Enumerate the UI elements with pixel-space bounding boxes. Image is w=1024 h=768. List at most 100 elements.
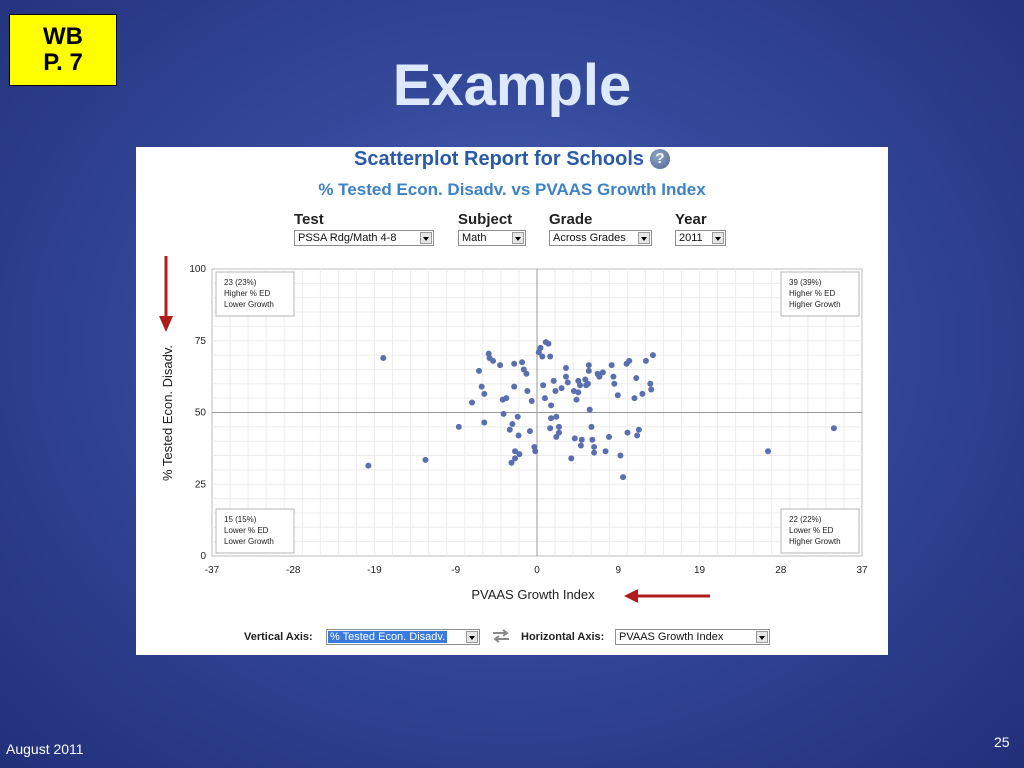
data-point <box>577 382 584 389</box>
data-point <box>547 425 554 432</box>
x-tick-label: 37 <box>856 565 868 576</box>
data-point <box>509 420 516 427</box>
y-axis-label: % Tested Econ. Disadv. <box>160 345 175 481</box>
data-point <box>571 435 578 442</box>
data-point <box>830 425 837 432</box>
chevron-down-icon[interactable] <box>712 232 724 244</box>
data-point <box>469 399 475 406</box>
subject-select[interactable]: Math <box>458 230 526 246</box>
x-tick-label: 19 <box>694 565 706 576</box>
quadrant-box <box>780 271 860 317</box>
data-point <box>635 426 642 433</box>
subject-select-value: Math <box>462 232 487 244</box>
chevron-down-icon[interactable] <box>756 631 768 643</box>
year-filter: Year 2011 <box>675 211 726 246</box>
data-point <box>365 462 372 469</box>
data-point <box>765 448 772 455</box>
data-point <box>476 367 483 374</box>
chevron-down-icon[interactable] <box>638 232 650 244</box>
test-filter-label: Test <box>294 211 324 228</box>
data-point <box>577 442 584 449</box>
data-point <box>617 452 624 459</box>
data-point <box>649 352 656 359</box>
data-point <box>562 373 569 380</box>
data-point <box>555 429 562 436</box>
data-point <box>647 380 654 387</box>
question-mark-icon[interactable]: ? <box>650 149 671 169</box>
data-point <box>550 377 557 384</box>
chevron-down-icon[interactable] <box>512 232 524 244</box>
data-point <box>596 373 603 380</box>
slide-date: August 2011 <box>6 741 84 757</box>
data-point <box>512 448 519 455</box>
data-point <box>506 426 513 433</box>
report-panel: Scatterplot Report for Schools? % Tested… <box>136 147 888 655</box>
vertical-axis-select[interactable]: % Tested Econ. Disadv. <box>326 629 480 645</box>
data-point <box>620 474 627 481</box>
test-select-value: PSSA Rdg/Math 4-8 <box>298 232 397 244</box>
quadrant-count: 23 (23%) <box>224 278 257 287</box>
quadrant-line-2: Higher Growth <box>789 300 841 309</box>
data-point <box>631 395 638 402</box>
data-point <box>537 344 544 351</box>
quadrant-box <box>215 508 295 554</box>
data-point <box>519 359 526 366</box>
data-point <box>503 395 510 402</box>
data-point <box>624 429 631 436</box>
data-point <box>380 354 387 361</box>
data-point <box>582 376 589 383</box>
quadrant-count: 15 (15%) <box>224 515 257 524</box>
data-point <box>422 456 429 463</box>
data-point <box>552 387 559 394</box>
data-point <box>575 389 582 396</box>
chevron-down-icon[interactable] <box>466 631 478 643</box>
y-tick-label: 75 <box>195 336 207 347</box>
y-tick-label: 50 <box>195 408 207 419</box>
data-point <box>599 369 606 376</box>
chevron-down-icon[interactable] <box>420 232 432 244</box>
data-point <box>455 423 462 430</box>
data-point <box>512 455 519 462</box>
data-point <box>524 387 531 394</box>
data-point <box>541 395 548 402</box>
down-arrow-annotation <box>159 256 173 332</box>
quadrant-box <box>215 271 295 317</box>
data-point <box>520 366 527 373</box>
data-point <box>516 451 523 458</box>
data-point <box>500 410 507 417</box>
data-point <box>588 423 595 430</box>
data-point <box>589 436 596 443</box>
swap-arrows-icon[interactable] <box>490 628 512 644</box>
data-point <box>639 390 646 397</box>
horizontal-axis-select[interactable]: PVAAS Growth Index <box>615 629 770 645</box>
data-point <box>553 433 560 440</box>
data-point <box>634 432 641 439</box>
data-point <box>642 357 649 364</box>
quadrant-line-1: Lower % ED <box>789 526 834 535</box>
quadrant-count: 39 (39%) <box>789 278 822 287</box>
data-point <box>553 413 560 420</box>
data-point <box>584 380 591 387</box>
slide-page-number: 25 <box>994 734 1010 750</box>
quadrant-count: 22 (22%) <box>789 515 822 524</box>
horizontal-axis-value: PVAAS Growth Index <box>619 631 724 643</box>
data-point <box>573 396 580 403</box>
data-point <box>497 362 504 369</box>
data-point <box>558 385 565 392</box>
x-tick-label: 0 <box>534 565 540 576</box>
left-arrow-annotation <box>624 589 710 603</box>
data-point <box>555 423 562 430</box>
year-select[interactable]: 2011 <box>675 230 726 246</box>
test-select[interactable]: PSSA Rdg/Math 4-8 <box>294 230 434 246</box>
y-tick-label: 100 <box>189 264 206 275</box>
data-point <box>606 433 613 440</box>
vertical-axis-label: Vertical Axis: <box>244 631 313 643</box>
x-tick-label: -19 <box>367 565 382 576</box>
quadrant-line-1: Higher % ED <box>789 289 835 298</box>
quadrant-box <box>780 508 860 554</box>
data-point <box>539 353 546 360</box>
data-point <box>614 392 621 399</box>
grade-select[interactable]: Across Grades <box>549 230 652 246</box>
data-point <box>626 357 633 364</box>
data-point <box>591 443 598 450</box>
